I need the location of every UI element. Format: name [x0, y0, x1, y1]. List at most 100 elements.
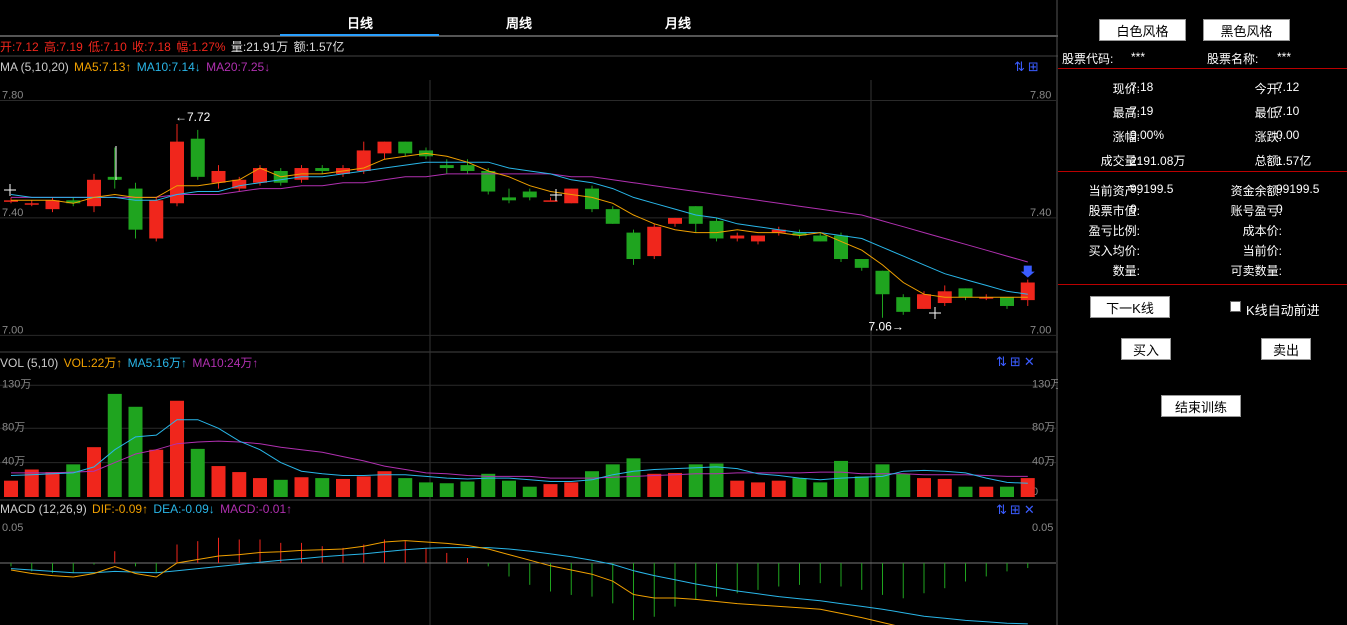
current-bar-arrow-icon	[1020, 265, 1035, 278]
info-value: 99199.5	[1276, 182, 1320, 196]
ma-indicator-name: MA (5,10,20)	[0, 60, 69, 74]
dif-line	[10, 540, 896, 625]
info-value: 7.19	[1130, 104, 1154, 118]
candle-body	[917, 294, 931, 309]
candle-body	[1000, 297, 1014, 306]
candle-body	[875, 270, 890, 295]
kline-chart-area[interactable]: 7.80 7.80 7.40 7.40 7.00 7.00 ←7.72 7.06→ 130万 13…	[0, 0, 1058, 625]
macd-indicator-name: MACD (12,26,9)	[0, 502, 87, 516]
info-label: 数量:	[1112, 264, 1140, 278]
settings-icon[interactable]: ⇅	[996, 354, 1010, 369]
price-tick-label-right: 7.00	[1030, 324, 1051, 336]
tab-weekly[interactable]: 周线	[505, 16, 532, 31]
ma20-value: MA20:7.25↓	[206, 60, 271, 74]
candle-body	[543, 200, 558, 202]
volume-bar	[813, 482, 828, 497]
volume-tick-label-right: 130万	[1032, 378, 1058, 390]
sell-button[interactable]: 卖出	[1261, 338, 1311, 360]
volume-bar	[522, 486, 537, 497]
macd-value: MACD:-0.01↑	[220, 502, 293, 516]
dif-value: DIF:-0.09↑	[92, 502, 149, 516]
info-label: 当前价:	[1242, 244, 1282, 258]
volume-bar	[605, 464, 620, 497]
settings-icon[interactable]: ⇅	[1014, 59, 1028, 74]
volume-bar	[834, 460, 848, 497]
candle-body	[481, 170, 496, 192]
info-label: 最高:	[1112, 106, 1140, 120]
volume-bar	[1000, 486, 1014, 497]
candle-body	[792, 232, 807, 236]
stock-code-value: ***	[1131, 50, 1146, 64]
volume-bar	[709, 463, 724, 497]
candle-body	[626, 232, 641, 260]
volume-bar	[751, 482, 765, 497]
candle-body	[1020, 282, 1035, 301]
candle-body	[4, 200, 18, 202]
vol-value: VOL:22万↑	[63, 356, 123, 370]
ma5-line	[11, 152, 1028, 298]
ohlc-low: 低:7.10	[88, 40, 127, 54]
ohlc-volume: 量:21.91万	[230, 40, 289, 54]
ohlc-amplitude: 幅:1.27%	[176, 40, 226, 54]
volume-tick-label-left: 130万	[2, 378, 31, 390]
low-price-marker: 7.06→	[869, 320, 904, 334]
layout-icon[interactable]: ⊞	[1009, 354, 1024, 369]
volume-tick-label-right: 80万	[1032, 421, 1055, 433]
vol-indicator-name: VOL (5,10)	[0, 356, 59, 370]
stock-name-value: ***	[1277, 50, 1292, 64]
info-value: 0.00%	[1130, 128, 1165, 142]
volume-tick-label-left: 80万	[2, 421, 25, 433]
close-icon[interactable]: ✕	[1023, 502, 1038, 517]
candle-body	[107, 176, 122, 180]
candle-body	[896, 297, 911, 312]
kline-chart-svg[interactable]: 7.80 7.80 7.40 7.40 7.00 7.00 ←7.72 7.06→ 130万 13…	[0, 0, 1058, 625]
macd-indicator-line: MACD (12,26,9) DIF:-0.09↑ DEA:-0.09↓ MAC…	[0, 502, 294, 516]
buy-button[interactable]: 买入	[1121, 338, 1171, 360]
info-value: 7.12	[1276, 80, 1300, 94]
settings-icon[interactable]: ⇅	[996, 502, 1010, 517]
black-style-button[interactable]: 黑色风格	[1203, 19, 1290, 41]
macd-tick-label-left: 0.05	[2, 522, 23, 534]
price-tick-label-left: 7.40	[2, 207, 23, 219]
volume-bar	[854, 476, 869, 497]
vol-ma10-line	[11, 440, 1028, 479]
candle-body	[253, 168, 267, 183]
volume-bar	[979, 486, 994, 497]
ma-indicator-line: MA (5,10,20) MA5:7.13↑ MA10:7.14↓ MA20:7…	[0, 60, 272, 74]
ohlc-info-bar: 开:7.12 高:7.19 低:7.10 收:7.18 幅:1.27% 量:21…	[0, 38, 346, 55]
vol-ma10-value: MA10:24万↑	[192, 356, 259, 370]
end-training-button[interactable]: 结束训练	[1161, 395, 1241, 417]
volume-tick-label-right: 0	[1032, 486, 1038, 498]
tab-monthly[interactable]: 月线	[664, 16, 691, 31]
volume-bar	[647, 473, 662, 497]
layout-icon[interactable]: ⊞	[1027, 59, 1042, 74]
ma-panel-tools[interactable]: ⇅⊞	[1014, 59, 1042, 75]
layout-icon[interactable]: ⊞	[1009, 502, 1024, 517]
volume-bar	[419, 482, 433, 497]
info-label: 可卖数量:	[1230, 264, 1282, 278]
candle-body	[315, 168, 330, 171]
volume-bar	[564, 482, 579, 497]
candle-body	[460, 165, 475, 171]
vol-panel-tools[interactable]: ⇅⊞✕	[996, 354, 1038, 370]
volume-bar	[626, 458, 641, 497]
ma10-value: MA10:7.14↓	[136, 60, 201, 74]
close-icon[interactable]: ✕	[1023, 354, 1038, 369]
auto-advance-label: K线自动前进	[1246, 303, 1320, 318]
white-style-button[interactable]: 白色风格	[1099, 19, 1186, 41]
candle-body	[854, 259, 869, 268]
trading-panel: 白色风格 黑色风格 股票代码: *** 股票名称: *** 现价: 7.18 今开:…	[1058, 0, 1347, 625]
volume-tick-label-left: 40万	[2, 456, 25, 468]
volume-bar	[294, 477, 309, 497]
macd-panel-tools[interactable]: ⇅⊞✕	[996, 502, 1038, 518]
auto-advance-checkbox[interactable]	[1230, 301, 1241, 312]
next-kline-button[interactable]: 下一K线	[1090, 296, 1170, 318]
price-tick-label-right: 7.40	[1030, 207, 1051, 219]
high-price-marker: ←7.72	[175, 110, 211, 124]
ma5-value: MA5:7.13↑	[74, 60, 132, 74]
candle-body	[232, 179, 247, 189]
volume-bar	[66, 464, 81, 497]
volume-bar	[211, 466, 226, 497]
tab-daily[interactable]: 日线	[346, 16, 373, 31]
ohlc-amount: 额:1.57亿	[293, 40, 345, 54]
